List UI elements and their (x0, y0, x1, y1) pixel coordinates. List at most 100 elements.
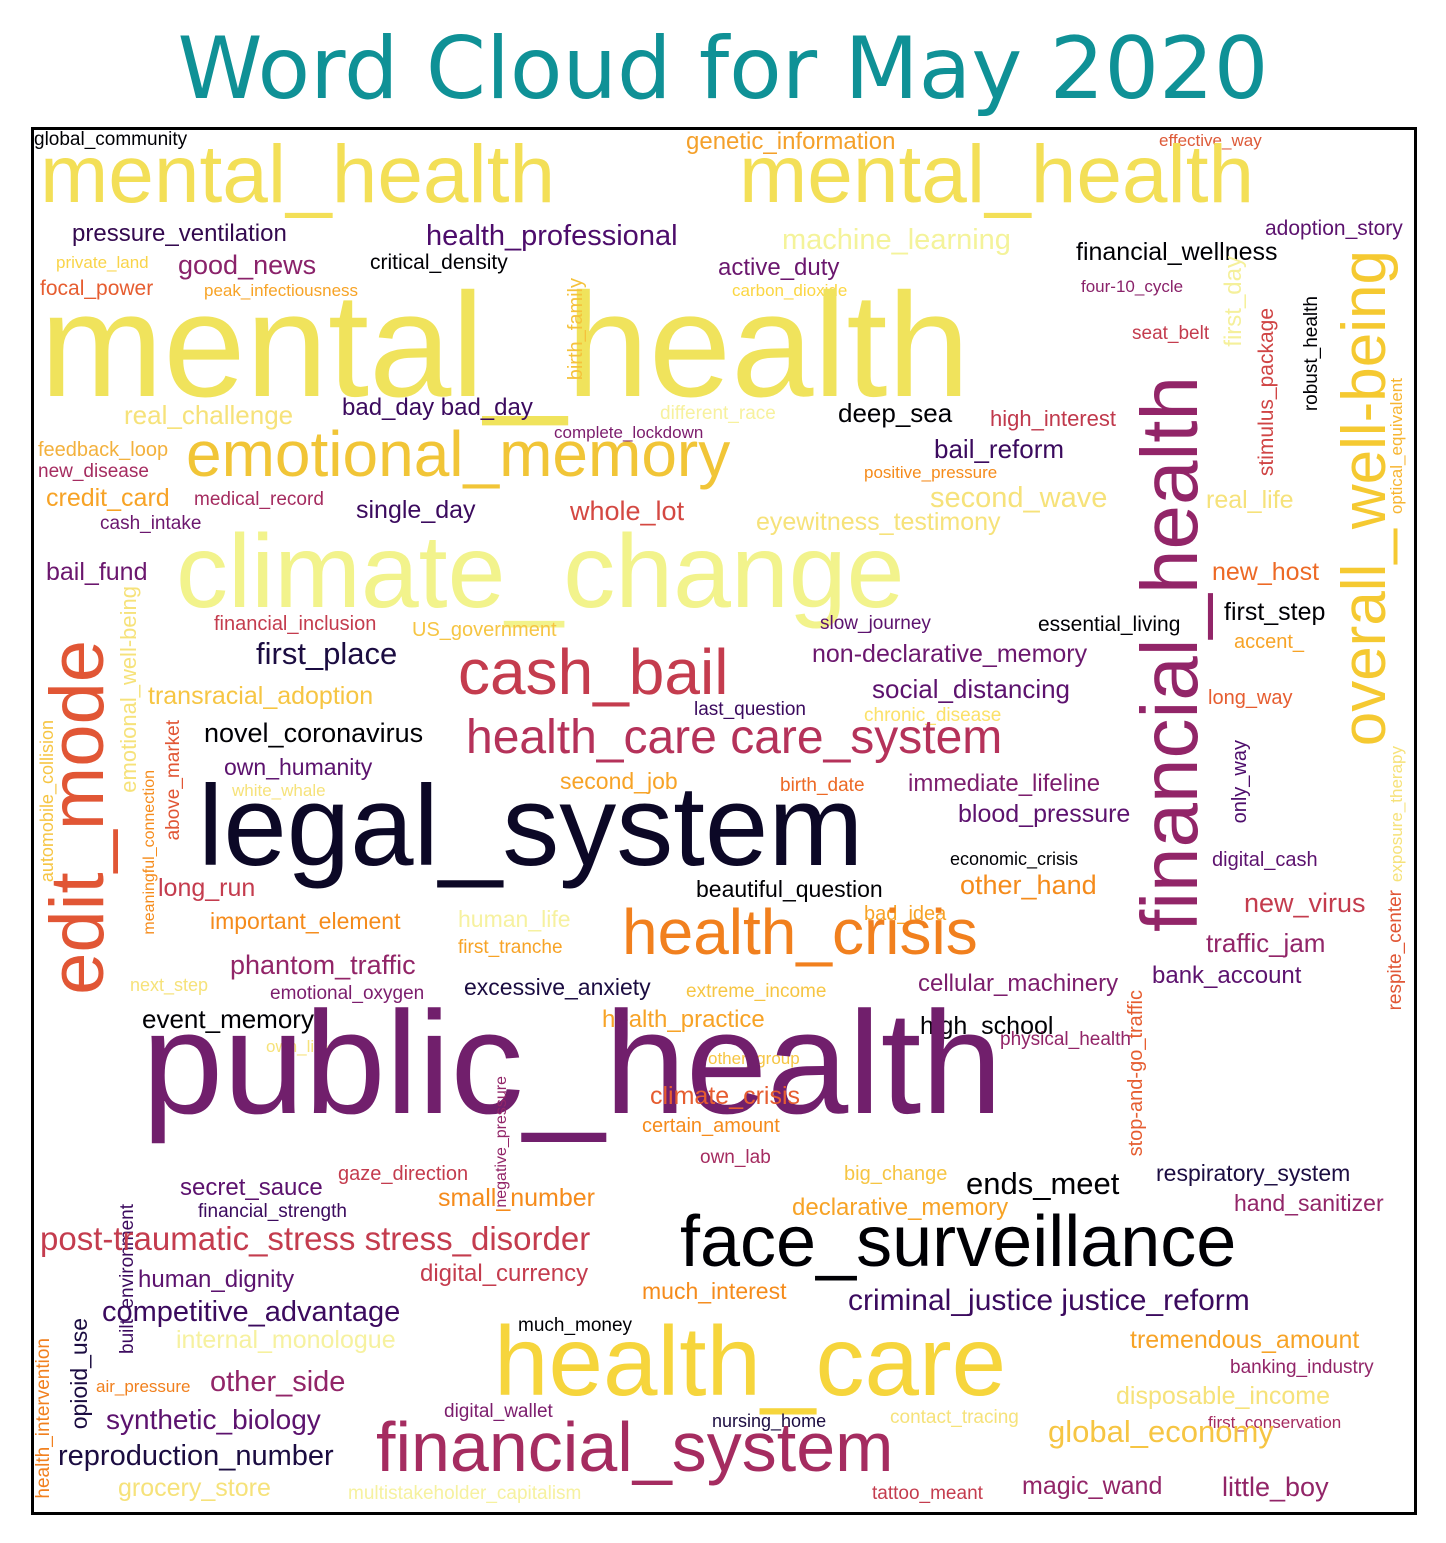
word-cloud-word: legal_system (198, 763, 864, 890)
word-cloud-word: new_disease (38, 461, 149, 482)
word-cloud-word: white_whale (232, 781, 326, 800)
word-cloud-word: human_life (458, 906, 571, 932)
word-cloud-word: contact_tracing (890, 1407, 1019, 1428)
word-cloud-word: whole_lot (570, 496, 685, 526)
word-cloud-word: genetic_information (686, 128, 896, 155)
word-cloud-word: little_boy (1222, 1472, 1329, 1502)
word-cloud-word: new_virus (1244, 888, 1366, 918)
word-cloud-word: health_care care_system (466, 711, 1003, 764)
word-cloud-word: immediate_lifeline (908, 770, 1101, 797)
word-cloud-word: chronic_disease (864, 705, 1002, 726)
word-cloud-word: first_tranche (458, 937, 563, 958)
word-cloud-word: tremendous_amount (1130, 1326, 1360, 1354)
word-cloud-word: human_dignity (138, 1266, 295, 1293)
word-cloud-word: meaningful_connection (141, 770, 158, 935)
word-cloud-word: financial_wellness (1076, 238, 1278, 266)
word-cloud-word: important_element (210, 908, 401, 934)
word-cloud-word: high_school (920, 1012, 1054, 1040)
word-cloud-word: effective_way (1159, 131, 1262, 150)
word-cloud-word: pressure_ventilation (72, 220, 287, 247)
word-cloud-word: bail_reform (934, 434, 1065, 464)
word-cloud-word: first_conservation (1208, 1413, 1342, 1432)
word-cloud-word: global_community (34, 129, 188, 150)
word-cloud-word: novel_coronavirus (204, 718, 424, 748)
word-cloud-word: health_care (494, 1306, 1007, 1416)
word-cloud-word: single_day (356, 496, 476, 524)
word-cloud-word: social_distancing (872, 674, 1071, 704)
word-cloud-word: cash_bail (458, 636, 729, 708)
word-cloud-word: real_challenge (124, 400, 294, 430)
word-cloud-word: banking_industry (1230, 1357, 1374, 1378)
word-cloud-word: emotional_memory (186, 418, 731, 490)
word-cloud-word: machine_learning (782, 224, 1011, 256)
word-cloud-word: optical_equivalent (1387, 378, 1406, 515)
word-cloud-word: global_economy (1048, 1414, 1274, 1449)
word-cloud-word: new_host (1212, 558, 1320, 586)
word-cloud-word: bad_idea (864, 903, 947, 925)
word-cloud-word: grocery_store (118, 1474, 271, 1502)
word-cloud-word: bank_account (1152, 962, 1302, 989)
word-cloud-word: complete_lockdown (554, 423, 704, 442)
word-cloud-word: emotional_well-being (116, 586, 141, 793)
word-cloud-word: climate_change (176, 514, 905, 630)
word-cloud-word: four-10_cycle (1081, 277, 1184, 296)
word-cloud-word: internal_monologue (176, 1326, 396, 1354)
word-cloud-word: slow_journey (820, 613, 931, 634)
word-cloud-word: phantom_traffic (230, 950, 416, 980)
word-cloud-word: much_money (518, 1315, 633, 1336)
word-cloud-word: cellular_machinery (918, 970, 1119, 997)
word-cloud-word: declarative_memory (792, 1194, 1009, 1221)
word-cloud-word: ends_meet (966, 1166, 1120, 1201)
word-cloud-word: long_way (1208, 687, 1293, 709)
word-cloud-word: mental_health (739, 129, 1255, 220)
word-cloud-word: air_pressure (96, 1377, 191, 1396)
word-cloud-word: essential_living (1038, 613, 1181, 636)
word-cloud-word: mental_health (40, 129, 556, 220)
word-cloud-word: peak_infectiousness (204, 281, 359, 300)
word-cloud-word: carbon_dioxide (732, 281, 848, 300)
word-cloud-word: high_interest (990, 406, 1116, 431)
word-cloud-word: bad_day bad_day (342, 394, 533, 421)
word-cloud-word: first_day (1220, 256, 1247, 347)
word-cloud-word: different_race (660, 403, 776, 424)
word-cloud-word: economic_crisis (950, 849, 1079, 869)
word-cloud-word: synthetic_biology (106, 1404, 321, 1435)
word-cloud-word: automobile_collision (37, 720, 57, 883)
word-cloud-word: second_wave (930, 482, 1108, 514)
word-cloud-word: other_side (210, 1366, 346, 1398)
word-cloud-word: criminal_justice justice_reform (848, 1284, 1250, 1317)
word-cloud-word: post-traumatic_stress stress_disorder (40, 1220, 591, 1257)
word-cloud-word: disposable_income (1116, 1382, 1331, 1410)
word-cloud-word: transracial_adoption (148, 682, 374, 710)
word-cloud-word: respite_center (1385, 890, 1406, 1011)
word-cloud-word: critical_density (370, 251, 508, 274)
word-cloud-word: opioid_use (66, 1318, 92, 1430)
word-cloud-word: mental_health (40, 263, 970, 428)
word-cloud-word: last_question (694, 699, 806, 720)
word-cloud-word: health_practice (602, 1006, 765, 1033)
word-cloud-word: digital_wallet (444, 1401, 553, 1422)
word-cloud-word: magic_wand (1022, 1472, 1163, 1500)
word-cloud-frame: global_community genetic_information effec… (31, 127, 1417, 1515)
word-cloud-word: focal_power (40, 277, 154, 300)
word-cloud-word: deep_sea (838, 398, 953, 428)
word-cloud-word: financial_inclusion (214, 613, 377, 635)
word-cloud-word: own_humanity (224, 754, 373, 780)
word-cloud-word: multistakeholder_capitalism (348, 1483, 582, 1504)
word-cloud-word: health_professional (426, 220, 678, 252)
word-cloud-word: health_intervention (33, 1338, 54, 1499)
word-cloud-word: respiratory_system (1156, 1160, 1351, 1186)
word-cloud-word: financial_strength (198, 1201, 347, 1222)
word-cloud-word: secret_sauce (180, 1174, 323, 1201)
chart-title: Word Cloud for May 2020 (177, 19, 1269, 119)
word-cloud-word: positive_pressure (864, 463, 998, 482)
word-cloud-word: first_step (1224, 598, 1326, 626)
word-cloud-word: above_market (163, 720, 184, 841)
word-cloud-word: long_run (158, 874, 256, 902)
word-cloud-word: active_duty (718, 254, 840, 281)
word-cloud-word: financial_health (1125, 376, 1214, 932)
word-cloud-word: traffic_jam (1206, 928, 1326, 958)
word-cloud-word: cash_intake (100, 513, 202, 534)
word-cloud-word: reproduction_number (58, 1440, 334, 1472)
word-cloud-word: accent_ (1234, 631, 1305, 653)
